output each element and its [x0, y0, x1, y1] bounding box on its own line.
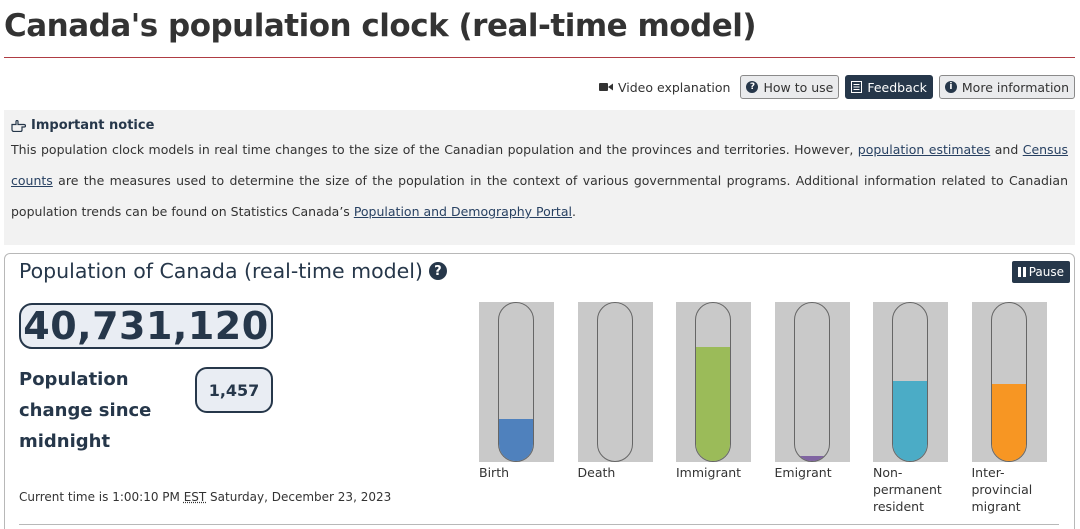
video-explanation-link[interactable]: Video explanation: [599, 80, 730, 95]
question-icon: ?: [746, 81, 758, 93]
gauge-tube: [498, 302, 534, 462]
notice-heading: Important notice: [11, 118, 1068, 133]
video-camera-icon: [599, 82, 613, 92]
more-information-button[interactable]: i More information: [939, 75, 1075, 99]
gauge-label: Emigrant: [775, 464, 850, 481]
gauge-fill: [795, 456, 829, 461]
population-change-label: Population change since midnight: [19, 364, 179, 457]
more-information-label: More information: [962, 80, 1069, 95]
population-clock-panel: Population of Canada (real-time model) ?…: [4, 253, 1075, 529]
feedback-label: Feedback: [867, 80, 927, 95]
notice-body: This population clock models in real tim…: [11, 134, 1068, 227]
gauge-tube: [892, 302, 928, 462]
gauge-tube: [991, 302, 1027, 462]
info-icon: i: [945, 81, 957, 93]
gauge-fill: [992, 384, 1026, 461]
notice-text-1: This population clock models in real tim…: [11, 142, 858, 157]
toolbar: Video explanation ? How to use Feedback …: [599, 75, 1075, 99]
how-to-use-label: How to use: [763, 80, 833, 95]
notice-text-2: and: [990, 142, 1022, 157]
pause-label: Pause: [1029, 265, 1064, 279]
pause-icon: [1018, 267, 1026, 277]
help-question-icon[interactable]: ?: [429, 262, 447, 280]
how-to-use-button[interactable]: ? How to use: [740, 75, 839, 99]
notice-heading-text: Important notice: [31, 118, 154, 133]
population-counter: 40,731,120: [19, 303, 273, 349]
gauge-label: Immigrant: [676, 464, 751, 481]
gauge-tube: [695, 302, 731, 462]
current-time-suffix: Saturday, December 23, 2023: [206, 490, 391, 504]
gauge-non-permanent-resident: Non-permanent resident: [873, 302, 948, 515]
gauge-label: Birth: [479, 464, 554, 481]
gauge-death: Death: [578, 302, 653, 481]
gauge-inter-provincial-migrant: Inter-provincial migrant: [972, 302, 1047, 515]
feedback-button[interactable]: Feedback: [845, 75, 933, 99]
current-time: Current time is 1:00:10 PM EST Saturday,…: [19, 490, 391, 504]
gauge-background: [972, 302, 1047, 462]
gauge-immigrant: Immigrant: [676, 302, 751, 481]
population-demography-portal-link[interactable]: Population and Demography Portal: [354, 204, 572, 219]
gauge-fill: [893, 381, 927, 461]
panel-divider: [19, 524, 1059, 525]
hand-pointer-icon: [11, 120, 26, 132]
gauge-fill: [499, 419, 533, 461]
pause-button[interactable]: Pause: [1012, 261, 1070, 283]
gauge-emigrant: Emigrant: [775, 302, 850, 481]
gauge-background: [676, 302, 751, 462]
gauge-label: Inter-provincial migrant: [972, 464, 1047, 515]
gauge-birth: Birth: [479, 302, 554, 481]
gauge-background: [775, 302, 850, 462]
title-divider: [4, 57, 1075, 58]
population-change-value: 1,457: [195, 367, 273, 413]
gauge-label: Non-permanent resident: [873, 464, 948, 515]
gauge-fill: [696, 347, 730, 461]
gauge-background: [578, 302, 653, 462]
clock-title: Population of Canada (real-time model) ?: [19, 259, 447, 283]
gauge-tube: [794, 302, 830, 462]
notice-text-4: .: [572, 204, 576, 219]
video-explanation-label: Video explanation: [618, 80, 730, 95]
list-icon: [851, 81, 862, 93]
population-estimates-link[interactable]: population estimates: [858, 142, 991, 157]
time-zone-abbr: EST: [184, 490, 207, 504]
current-time-prefix: Current time is 1:00:10 PM: [19, 490, 184, 504]
clock-title-text: Population of Canada (real-time model): [19, 259, 423, 283]
gauge-background: [873, 302, 948, 462]
gauge-background: [479, 302, 554, 462]
gauge-tube: [597, 302, 633, 462]
gauge-label: Death: [578, 464, 653, 481]
page-title: Canada's population clock (real-time mod…: [4, 8, 756, 44]
important-notice: Important notice This population clock m…: [4, 110, 1075, 245]
